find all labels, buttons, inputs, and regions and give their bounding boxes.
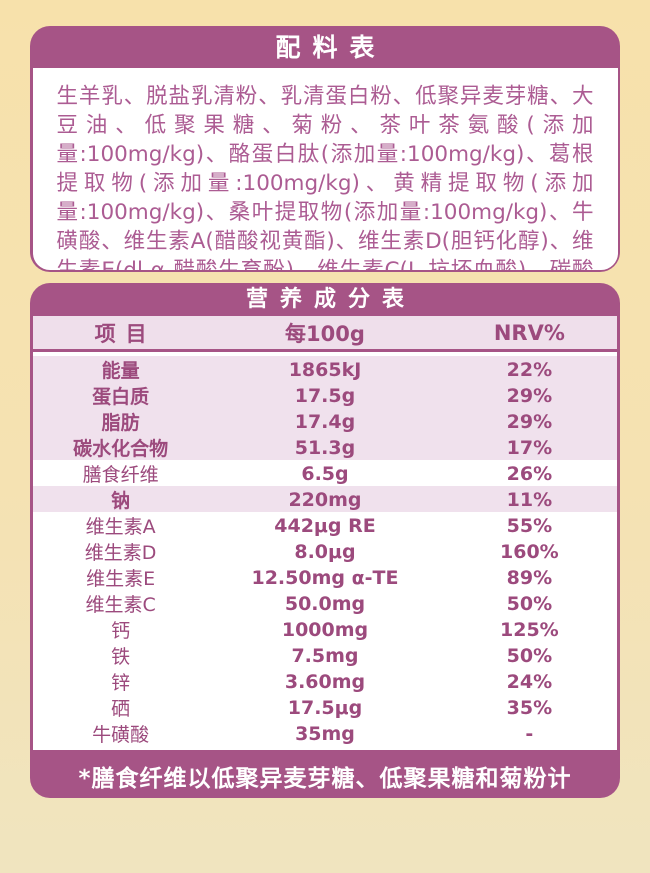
nutrient-value: 6.5g [301,462,349,485]
nutrient-value: 3.60mg [284,670,366,693]
nutrient-nrv: 160% [500,540,559,563]
table-row: 钙 1000mg 125% [33,616,617,643]
nutrient-label: 钠 [111,490,131,512]
nutrient-nrv: 125% [500,618,559,641]
nutrient-value: 17.5μg [287,696,363,719]
nutrient-label: 维生素D [84,542,157,564]
nutrient-label: 钙 [111,620,131,642]
nutrient-label: 维生素A [85,516,156,538]
nutrient-value: 8.0μg [294,540,356,563]
table-row: 牛磺酸 35mg - [33,720,617,747]
nutrient-value: 17.5g [294,384,356,407]
nutrient-nrv: 50% [506,592,553,615]
nutrition-facts-card: 营养成分表 项目 每100g NRV% 能量 1865kJ 22% 蛋白质 17… [30,283,620,798]
nutrient-nrv: 11% [506,488,553,511]
nutrient-value: 442μg RE [274,514,376,537]
nutrient-nrv: 35% [506,696,553,719]
table-row: 膳食纤维 6.5g 26% [33,460,617,487]
nutrition-title: 营养成分表 [245,287,416,312]
column-header-nrv: NRV% [493,320,565,345]
nutrient-value: 35mg [295,722,355,745]
nutrient-label: 脂肪 [101,412,140,434]
table-row: 能量 1865kJ 22% [33,356,617,382]
table-row: 维生素D 8.0μg 160% [33,538,617,565]
nutrient-label: 锌 [111,672,131,694]
nutrient-label: 维生素E [86,568,156,590]
nutrient-label: 能量 [101,360,140,382]
nutrient-label: 牛磺酸 [92,724,150,746]
nutrient-nrv: 22% [506,358,553,381]
nutrient-label: 蛋白质 [92,386,150,408]
table-row: 维生素A 442μg RE 55% [33,512,617,539]
table-row: 蛋白质 17.5g 29% [33,382,617,408]
nutrient-label: 硒 [111,698,131,720]
nutrition-table-body: 能量 1865kJ 22% 蛋白质 17.5g 29% 脂肪 17.4g 29%… [33,352,617,750]
nutrient-value: 220mg [288,488,362,511]
table-row: 铁 7.5mg 50% [33,642,617,669]
nutrient-nrv: 29% [506,384,553,407]
table-row: 硒 17.5μg 35% [33,694,617,721]
nutrient-label: 膳食纤维 [82,464,159,486]
nutrient-nrv: 26% [506,462,553,485]
ingredients-text: 生羊乳、脱盐乳清粉、乳清蛋白粉、低聚异麦芽糖、大豆油、低聚果糖、菊粉、茶叶茶氨酸… [32,68,618,270]
nutrient-value: 7.5mg [291,644,359,667]
nutrient-value: 51.3g [294,436,356,459]
nutrient-value: 1865kJ [288,358,362,381]
nutrient-nrv: 29% [506,410,553,433]
table-row: 碳水化合物 51.3g 17% [33,434,617,460]
nutrient-value: 17.4g [294,410,356,433]
column-header-per100g: 每100g [285,321,365,346]
nutrient-nrv: 55% [506,514,553,537]
nutrient-value: 50.0mg [284,592,366,615]
ingredients-card: 配料表 生羊乳、脱盐乳清粉、乳清蛋白粉、低聚异麦芽糖、大豆油、低聚果糖、菊粉、茶… [30,26,620,272]
nutrient-nrv: 50% [506,644,553,667]
table-row: 锌 3.60mg 24% [33,668,617,695]
table-row: 脂肪 17.4g 29% [33,408,617,434]
nutrient-label: 铁 [111,646,131,668]
table-row: 维生素C 50.0mg 50% [33,590,617,617]
nutrient-value: 12.50mg α-TE [251,566,399,589]
nutrient-nrv: - [525,722,534,745]
table-row: 维生素E 12.50mg α-TE 89% [33,564,617,591]
nutrient-label: 维生素C [85,594,156,616]
nutrient-value: 1000mg [281,618,369,641]
ingredients-title: 配料表 [275,33,387,62]
nutrient-label: 碳水化合物 [73,438,169,460]
nutrition-column-header: 项目 每100g NRV% [33,316,617,352]
nutrient-nrv: 24% [506,670,553,693]
nutrient-nrv: 17% [506,436,553,459]
dietary-fiber-footnote: *膳食纤维以低聚异麦芽糖、低聚果糖和菊粉计 [78,765,572,792]
table-row: 钠 220mg 11% [33,486,617,512]
column-header-item: 项目 [94,321,157,346]
nutrient-nrv: 89% [506,566,553,589]
